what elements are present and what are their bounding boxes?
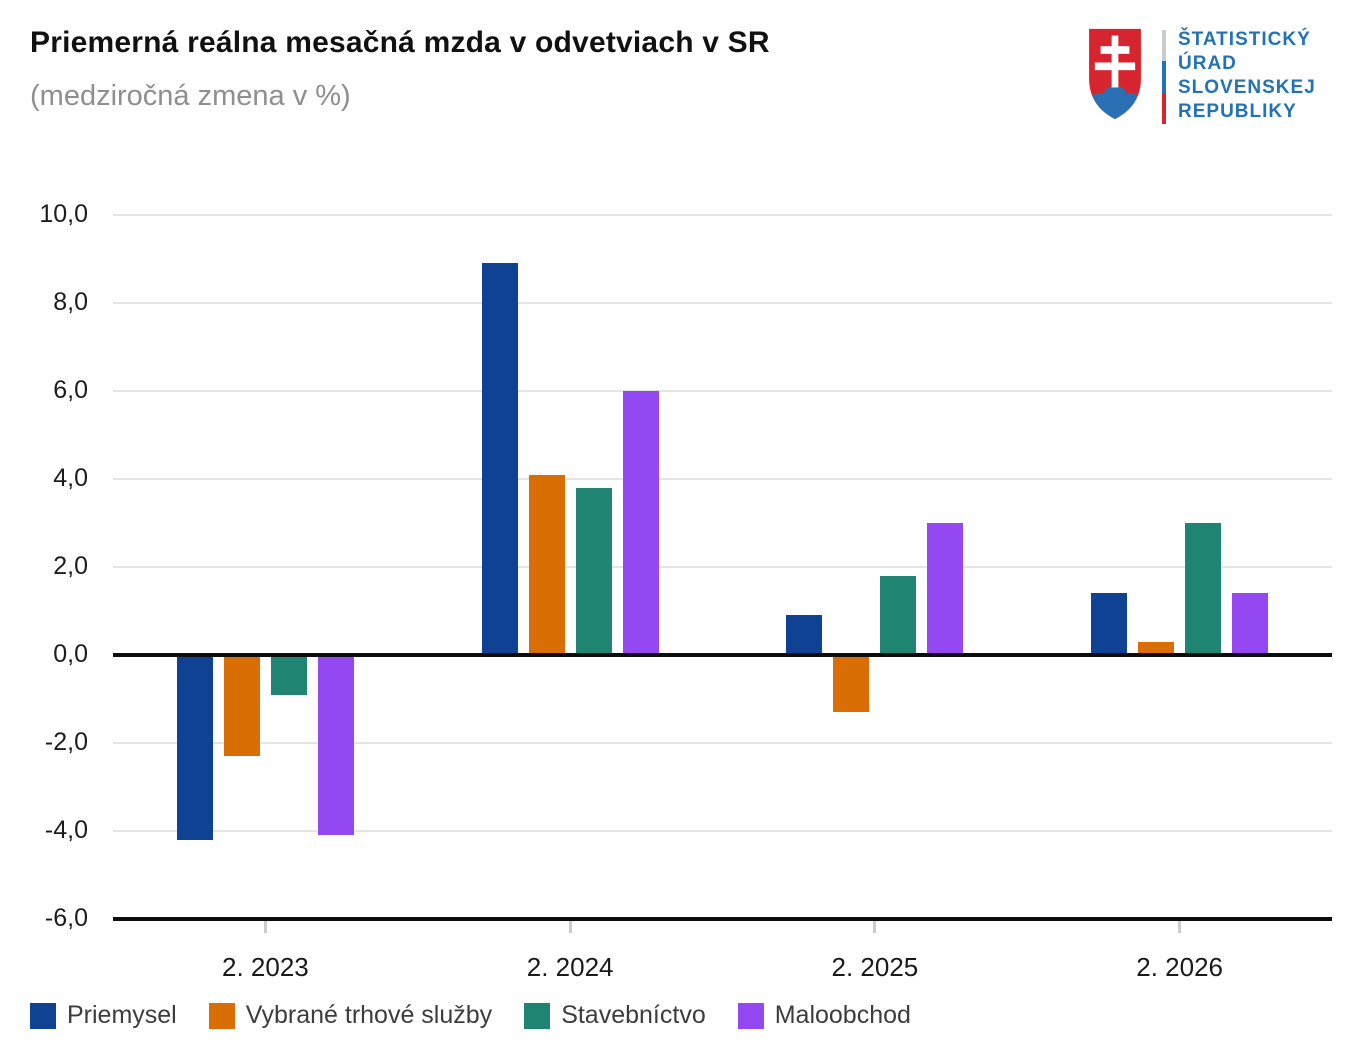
bar-priemysel-2-2024: [481, 263, 518, 655]
legend-item-maloobchod: Maloobchod: [737, 1001, 911, 1030]
legend-swatch-stavebn-ctvo: [524, 1002, 551, 1029]
legend-swatch-maloobchod: [737, 1002, 764, 1029]
logo-text-line: ÚRAD: [1178, 53, 1237, 74]
x-axis-label-2-2025: 2. 2025: [831, 952, 919, 982]
logo-text: ŠTATISTICKÝ ÚRAD SLOVENSKEJ REPUBLIKY: [1178, 28, 1316, 124]
y-axis-label--4: -4,0: [44, 816, 88, 844]
statistical-office-logo: ŠTATISTICKÝ ÚRAD SLOVENSKEJ REPUBLIKY: [1086, 24, 1331, 128]
x-axis-tick-2-2025: [873, 921, 877, 933]
x-axis-label-2-2024: 2. 2024: [526, 952, 614, 982]
divider-blue-segment: [1162, 61, 1166, 93]
divider-white-segment: [1162, 30, 1166, 62]
x-axis-tick-2-2023: [263, 921, 267, 933]
bar-vybran-trhov-slu-by-2-2026: [1138, 641, 1175, 655]
legend-label-vybran-trhov-slu-by: Vybrané trhové služby: [245, 1001, 493, 1029]
divider-red-segment: [1162, 92, 1166, 124]
gridline-4: [113, 478, 1332, 480]
bar-vybran-trhov-slu-by-2-2023: [223, 655, 260, 757]
logo-divider: [1162, 30, 1166, 124]
zero-axis-line: [113, 653, 1332, 657]
x-axis-label-2-2026: 2. 2026: [1136, 952, 1223, 982]
bar-maloobchod-2-2023: [317, 655, 354, 836]
y-axis-label-4: 4,0: [53, 464, 88, 492]
bar-stavebn-ctvo-2-2023: [270, 655, 307, 695]
logo-text-line: ŠTATISTICKÝ: [1178, 29, 1311, 50]
legend-label-priemysel: Priemysel: [67, 1001, 177, 1029]
gridline--2: [113, 742, 1332, 744]
bar-maloobchod-2-2025: [927, 523, 964, 655]
slovak-coat-of-arms-icon: [1089, 28, 1141, 120]
bar-stavebn-ctvo-2-2024: [575, 487, 612, 655]
y-axis-label-10: 10,0: [39, 200, 88, 228]
bar-vybran-trhov-slu-by-2-2025: [833, 655, 870, 713]
bar-stavebn-ctvo-2-2026: [1185, 523, 1222, 655]
gridline-8: [113, 302, 1332, 304]
bar-maloobchod-2-2024: [622, 391, 659, 655]
y-axis-label--2: -2,0: [44, 728, 88, 756]
y-axis-label-2: 2,0: [53, 552, 88, 580]
chart-legend: Priemysel Vybrané trhové služby Stavebníct…: [30, 1001, 911, 1030]
y-axis-label-6: 6,0: [53, 376, 88, 404]
x-axis-label-2-2023: 2. 2023: [222, 952, 309, 982]
bar-vybran-trhov-slu-by-2-2024: [528, 474, 565, 655]
bottom-axis-line: [113, 917, 1332, 921]
x-axis-tick-2-2024: [568, 921, 572, 933]
chart-subtitle: (medziročná zmena v %): [30, 80, 351, 112]
gridline-6: [113, 390, 1332, 392]
chart-title: Priemerná reálna mesačná mzda v odvetvia…: [30, 26, 770, 59]
bar-priemysel-2-2023: [176, 655, 213, 840]
legend-label-maloobchod: Maloobchod: [774, 1001, 911, 1029]
gridline-2: [113, 566, 1332, 568]
bar-maloobchod-2-2026: [1232, 593, 1269, 655]
y-axis-label-8: 8,0: [53, 288, 88, 316]
legend-item-vybran-trhov-slu-by: Vybrané trhové služby: [208, 1001, 493, 1030]
x-axis-tick-2-2026: [1178, 921, 1182, 933]
y-axis-label-0: 0,0: [53, 640, 88, 668]
logo-text-line: SLOVENSKEJ: [1178, 77, 1316, 98]
legend-swatch-priemysel: [30, 1002, 56, 1029]
bar-priemysel-2-2025: [786, 615, 823, 655]
logo-text-line: REPUBLIKY: [1178, 101, 1297, 122]
y-axis-label--6: -6,0: [44, 904, 88, 932]
legend-item-stavebn-ctvo: Stavebníctvo: [524, 1001, 706, 1030]
bar-stavebn-ctvo-2-2025: [880, 575, 917, 655]
legend-label-stavebn-ctvo: Stavebníctvo: [561, 1001, 706, 1029]
legend-item-priemysel: Priemysel: [30, 1001, 177, 1030]
gridline-10: [113, 214, 1332, 216]
gridline--4: [113, 830, 1332, 832]
bar-priemysel-2-2026: [1091, 593, 1128, 655]
legend-swatch-vybran-trhov-slu-by: [208, 1002, 235, 1029]
